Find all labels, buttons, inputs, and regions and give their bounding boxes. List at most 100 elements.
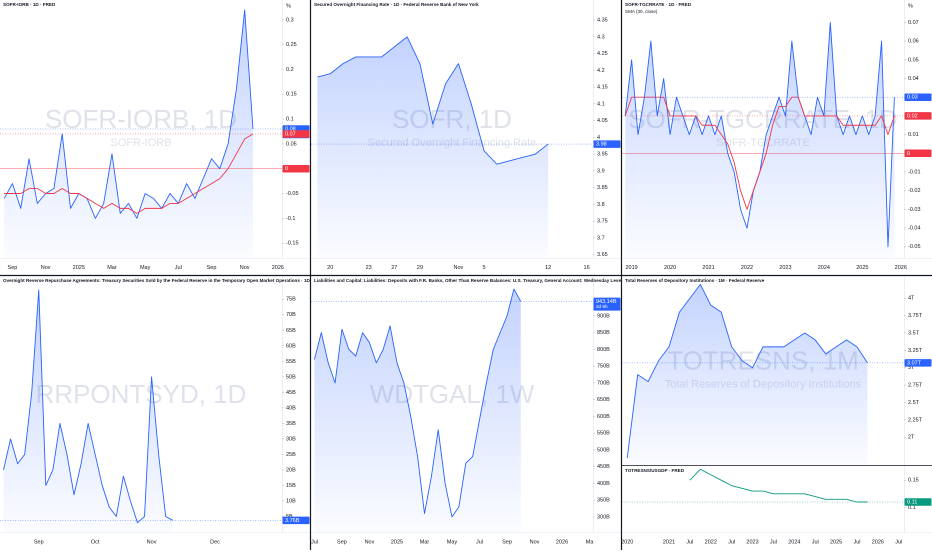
y-tick-label: 4 — [597, 135, 600, 141]
y-tick-label: 3.85 — [597, 185, 608, 191]
y-tick-label: 0.07 — [908, 20, 919, 26]
y-tick-label: 800B — [597, 347, 610, 353]
y-tick-label: 0.1 — [908, 505, 916, 511]
y-tick-label: 0.04 — [908, 76, 919, 82]
x-tick-label: Oct — [91, 539, 100, 545]
chart-title: TOTRESNS/USGDP · FRED — [625, 468, 685, 473]
series-line — [314, 288, 522, 518]
price-label: 0 — [907, 151, 910, 157]
price-label-box — [904, 112, 932, 120]
y-tick-label: 0.15 — [908, 478, 919, 484]
y-tick-label: 4T — [908, 296, 915, 302]
price-label-box — [282, 130, 310, 138]
y-tick-label: 4.3 — [597, 34, 605, 40]
y-tick-label: 15B — [286, 483, 296, 489]
x-tick-label: 2025 — [856, 265, 868, 271]
y-tick-label: 350B — [597, 498, 610, 504]
x-tick-label: 16 — [584, 265, 590, 271]
x-tick-label: 2021 — [663, 539, 675, 545]
y-tick-label: 55B — [286, 359, 296, 365]
y-tick-label: 4.1 — [597, 101, 605, 107]
x-tick-label: 2025 — [391, 539, 403, 545]
y-tick-label: 0.3 — [286, 17, 294, 23]
y-tick-label: 2.75T — [908, 383, 923, 389]
area-fill — [627, 284, 868, 465]
y-tick-label: 650B — [597, 397, 610, 403]
chart-title: Liabilities and Capital: Liabilities: De… — [314, 278, 673, 283]
chart-title: Secured Overnight Financing Rate · 1D · … — [314, 2, 479, 7]
price-label: 0.02 — [907, 113, 918, 119]
y-tick-label: 3.7 — [597, 235, 605, 241]
indicator-legend: SMA (30, close) — [625, 9, 658, 14]
y-tick-label: -0.1 — [286, 216, 295, 222]
x-tick-label: Jul — [853, 539, 860, 545]
y-tick-label: -0.02 — [908, 188, 921, 194]
y-tick-label: 850B — [597, 330, 610, 336]
y-tick-label: 0.06 — [908, 39, 919, 45]
y-tick-label: 70B — [286, 312, 296, 318]
y-tick-label: 0.1 — [286, 117, 294, 123]
x-tick-label: Jul — [686, 539, 693, 545]
y-tick-label: 2T — [908, 435, 915, 441]
price-label-box — [593, 140, 621, 148]
y-tick-label: 45B — [286, 390, 296, 396]
x-tick-label: Sep — [8, 265, 18, 271]
area-fill — [625, 22, 895, 259]
y-tick-label: 900B — [597, 313, 610, 319]
panel: SOFR-TGCRRATE, 1DSOFR-TGCRRATE-0.05-0.04… — [622, 0, 932, 271]
y-tick-label: 35B — [286, 421, 296, 427]
price-label-box — [904, 359, 932, 367]
price-label: 0.11 — [907, 499, 917, 505]
x-tick-label: Nov — [41, 265, 51, 271]
price-label-box — [904, 93, 932, 101]
y-tick-label: 0.15 — [286, 92, 297, 98]
y-tick-label: 600B — [597, 414, 610, 420]
y-tick-label: 0.01 — [908, 132, 919, 138]
y-tick-label: 3.75 — [597, 219, 608, 225]
series-line — [626, 283, 868, 459]
x-tick-label: Nov — [147, 539, 157, 545]
y-tick-label: 2.5T — [908, 400, 920, 406]
y-tick-label: 4.15 — [597, 85, 608, 91]
y-tick-label: 0.2 — [286, 67, 294, 73]
y-tick-label: 40B — [286, 405, 296, 411]
bar-countdown: 2d 9h — [596, 304, 608, 309]
y-tick-label: 450B — [597, 464, 610, 470]
y-tick-label: 3.9 — [597, 168, 605, 174]
panel: SOFR, 1DSecured Overnight Financing Rate… — [311, 0, 621, 271]
y-tick-label: 400B — [597, 481, 610, 487]
y-tick-label: 4.35 — [597, 18, 608, 24]
watermark-symbol: SOFR-IORB, 1D — [45, 104, 237, 134]
x-tick-label: Jul — [476, 539, 483, 545]
y-tick-label: 20B — [286, 467, 296, 473]
x-tick-label: Ma — [586, 539, 595, 545]
y-tick-label: 4.2 — [597, 68, 605, 74]
y-tick-label: -0.04 — [908, 226, 921, 232]
x-tick-label: Sep — [337, 539, 347, 545]
y-tick-label: 300B — [597, 514, 610, 520]
chart-title: Total Reserves of Depository Institution… — [625, 278, 765, 283]
y-tick-label: 30B — [286, 436, 296, 442]
x-tick-label: 2022 — [705, 539, 717, 545]
price-label: 3.98 — [596, 142, 607, 148]
y-tick-label: -0.03 — [908, 207, 921, 213]
y-tick-label: 65B — [286, 328, 296, 334]
x-tick-label: Jul — [770, 539, 777, 545]
x-tick-label: 2020 — [664, 265, 676, 271]
price-label: 0.03 — [907, 95, 918, 101]
y-tick-label: 60B — [286, 343, 296, 349]
y-tick-label: 3.8 — [597, 202, 605, 208]
y-tick-label: 50B — [286, 374, 296, 380]
axis-unit: % — [286, 3, 291, 9]
price-label-box — [904, 498, 932, 506]
x-tick-label: Jul — [812, 539, 819, 545]
price-label: 943.14B — [596, 299, 617, 305]
price-label: 0.08 — [285, 126, 296, 132]
x-tick-label: Jul — [895, 539, 902, 545]
x-tick-label: Mar — [107, 265, 117, 271]
area-fill — [317, 36, 549, 258]
series-line — [689, 468, 868, 503]
area-fill — [314, 289, 521, 532]
x-tick-label: 23 — [366, 265, 372, 271]
x-tick-label: 2021 — [702, 265, 714, 271]
